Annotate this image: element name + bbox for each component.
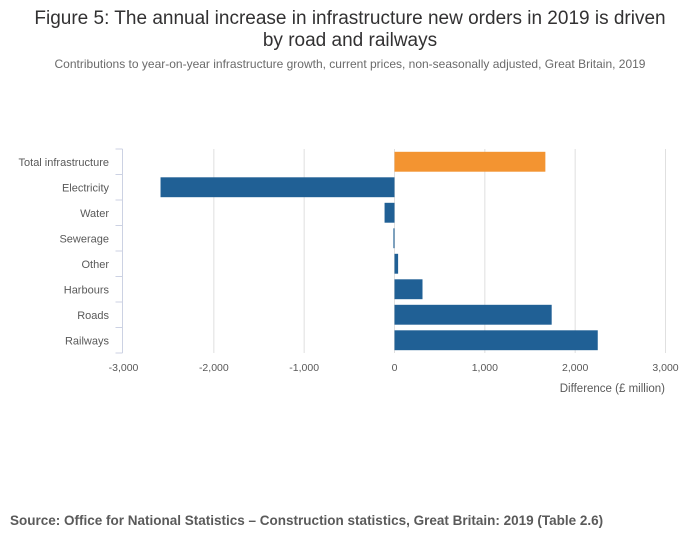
- x-tick-label: 1,000: [472, 362, 498, 374]
- bar-sewerage: [393, 228, 395, 249]
- category-label: Roads: [77, 310, 109, 322]
- category-label: Other: [81, 259, 109, 271]
- bar-harbours: [394, 279, 423, 300]
- x-tick-label: 0: [392, 362, 398, 374]
- bar-railways: [394, 330, 598, 351]
- category-label: Electricity: [62, 182, 110, 194]
- bar-roads: [394, 304, 552, 325]
- category-label: Sewerage: [59, 233, 109, 245]
- chart-title: Figure 5: The annual increase in infrast…: [0, 8, 700, 52]
- source-note: Source: Office for National Statistics –…: [10, 513, 604, 528]
- chart-title-line-1: Figure 5: The annual increase in infrast…: [34, 8, 666, 29]
- bar-water: [384, 202, 395, 223]
- bar-electricity: [160, 177, 395, 198]
- x-tick-label: -2,000: [199, 362, 229, 374]
- y-axis: Total infrastructure Electricity Water Sewe…: [19, 148, 123, 354]
- x-axis-ticks: -3,000 -2,000 -1,000 0 1,000 2,000 3,000: [109, 362, 679, 374]
- category-label: Total infrastructure: [19, 157, 109, 169]
- chart-title-line-2: by road and railways: [262, 30, 438, 51]
- x-tick-label: -3,000: [109, 362, 139, 374]
- category-label: Water: [80, 208, 109, 220]
- x-tick-label: -1,000: [289, 362, 319, 374]
- x-tick-label: 3,000: [652, 362, 678, 374]
- x-tick-label: 2,000: [562, 362, 588, 374]
- bar-chart: Total infrastructure Electricity Water Sewe…: [19, 148, 679, 395]
- bar-other: [394, 253, 399, 274]
- category-label: Railways: [65, 335, 110, 347]
- chart-subtitle: Contributions to year-on-year infrastruc…: [54, 57, 646, 71]
- bar-total-infrastructure: [394, 151, 546, 172]
- category-label: Harbours: [64, 284, 110, 296]
- bars: [160, 151, 598, 351]
- x-axis-title: Difference (£ million): [560, 383, 665, 395]
